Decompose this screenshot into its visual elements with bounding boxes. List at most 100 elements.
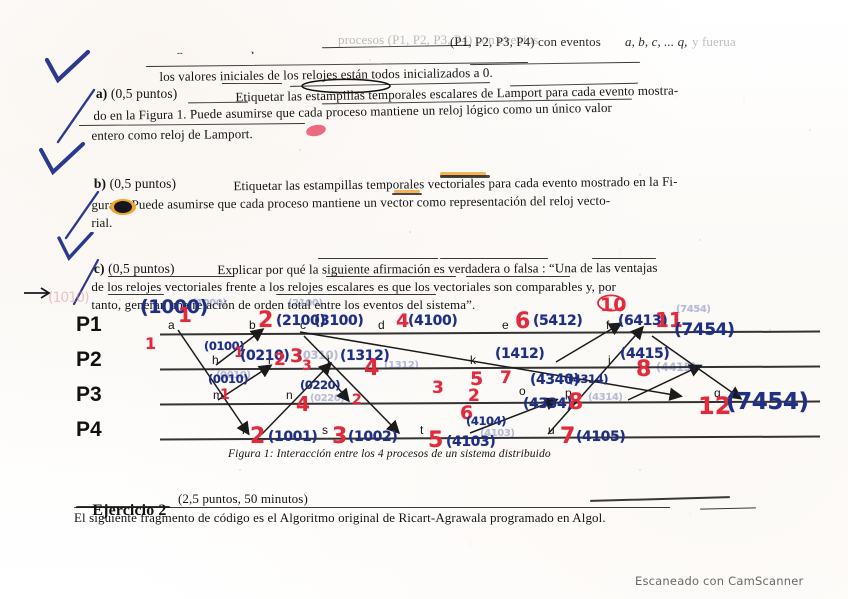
event-letter-t: t (420, 423, 424, 437)
check-tail-c (72, 258, 100, 306)
scalar-h: 1 (234, 345, 244, 361)
vector-n: (0220) (300, 378, 341, 392)
exercise2-body: El siguiente fragmento de código es el A… (74, 510, 606, 525)
underline-c-5 (326, 276, 456, 278)
vector-t-note: (4104) (466, 414, 507, 428)
vector-b: (2100) (276, 313, 326, 329)
margin-scribble: (1010) (48, 290, 90, 306)
scalar-b: 2 (258, 308, 274, 333)
vector-i2: (4415) (620, 346, 670, 362)
item-c-marker: c) (0,5 puntos) (93, 260, 175, 276)
vector-b-faint: (2100) (288, 298, 323, 309)
process-label-p1: P1 (76, 313, 102, 336)
scalar-s: 3 (332, 424, 348, 449)
underline-exercise2-top (74, 507, 670, 509)
item-b-marker: b) (0,5 puntos) (93, 175, 177, 191)
event-letter-s: s (322, 423, 328, 437)
scalar-t-arrow: 6 (460, 402, 474, 424)
vector-a: (1000) (140, 296, 208, 318)
circle-ten (597, 294, 625, 312)
check-mark-c (57, 232, 94, 261)
scalar-i-red: 3 (290, 345, 304, 367)
highlight-vectoriales (440, 172, 486, 177)
vector-c: (3100) (314, 313, 364, 329)
scalar-i2: 8 (636, 357, 652, 382)
event-letter-o: o (519, 384, 526, 398)
underline-c-3 (592, 258, 656, 260)
process-label-p3: P3 (76, 383, 102, 406)
item-c-line3: tanto, generan una relación de orden tot… (91, 296, 476, 312)
scalar-n-2: 2 (352, 392, 362, 408)
vector-r: (1001) (268, 429, 318, 445)
vector-f-faint: (7454) (676, 304, 711, 315)
vector-o: (4340) (530, 372, 580, 388)
underline-b-unvector (392, 193, 422, 196)
check-mark-b (39, 142, 85, 176)
process-label-p2: P2 (76, 348, 102, 371)
intro-line1-italic: a, b, c, ... q, (625, 34, 688, 49)
scalar-i: 2 (274, 350, 286, 370)
event-letter-r: r (242, 423, 246, 437)
margin-arrow-icon (24, 287, 51, 299)
circle-escalares (301, 78, 391, 94)
event-letter-q: q (714, 386, 721, 400)
event-letter-a: a (168, 318, 175, 332)
event-letter-b: b (249, 318, 256, 332)
vector-i-faint: (0310) (298, 348, 339, 362)
exercise2-points: (2,5 puntos, 50 minutos) (178, 491, 308, 506)
item-b-line3: rial. (91, 214, 113, 230)
vector-j-faint: (1312) (384, 360, 419, 371)
vector-n-faint: (0220) (310, 393, 345, 404)
vector-u: (4105) (576, 429, 626, 445)
vector-q: (7454) (726, 389, 809, 415)
scalar-m: 1 (220, 387, 230, 403)
scalar-t: 5 (428, 428, 444, 453)
underline-c-2 (440, 258, 548, 260)
vector-k: (1412) (495, 346, 545, 362)
item-c-line2: de los relojes vectoriales frente a los … (91, 278, 616, 294)
vector-f: (6413) (618, 313, 668, 329)
underline-c-8 (276, 294, 436, 296)
scalar-q: 12 (698, 392, 732, 420)
vector-i: (0210) (240, 348, 290, 364)
scalar-o: 7 (500, 368, 512, 388)
vector-p-faint: (4314) (588, 392, 623, 403)
intro-line1-mid: procesos (P1, P2, P3, P4) con eventos (338, 34, 539, 47)
figure-caption: Figura 1: Interacción entre los 4 proces… (228, 447, 551, 460)
underline-c-1 (318, 258, 438, 260)
check-mark-a (44, 50, 91, 84)
camscanner-watermark: Escaneado con CamScanner (635, 574, 804, 588)
scalar-a-dup: 1 (145, 334, 157, 353)
scalar-f: 11 (655, 308, 683, 332)
event-letter-m: m (213, 388, 223, 402)
scalar-mid-p3b: 2 (468, 386, 480, 406)
underline-b-vectoriales (440, 175, 490, 178)
underline-c-4 (108, 276, 234, 278)
item-a-marker: a) (0,5 puntos) (95, 85, 178, 101)
event-letter-h: h (212, 353, 219, 367)
event-letter-n: n (286, 388, 293, 402)
scalar-j: 4 (364, 356, 380, 381)
process-label-p4: P4 (76, 418, 102, 441)
event-letter-i2: i (608, 353, 611, 367)
vector-m: (0010) (208, 372, 249, 386)
check-tail-a (56, 88, 96, 144)
highlight-b-unvector (394, 190, 420, 194)
vector-p: (4314) (568, 372, 609, 386)
scalar-e: 6 (515, 309, 531, 334)
event-letter-c: c (300, 318, 306, 332)
scalar-k: 5 (470, 368, 484, 390)
vector-h: (0100) (204, 339, 245, 353)
event-letter-u: u (548, 423, 555, 437)
vector-s: (1002) (348, 429, 398, 445)
scalar-a: 1 (178, 303, 192, 327)
event-letter-e: e (502, 318, 509, 332)
vector-t: (4103) (446, 434, 496, 450)
scalar-u: 7 (560, 424, 576, 449)
event-letter-d: d (378, 318, 385, 332)
vector-e: (5412) (533, 313, 583, 329)
underline-a-etiquetar (222, 83, 282, 85)
event-letter-k: k (470, 353, 476, 367)
vector-a-faint: (1000) (192, 298, 227, 309)
